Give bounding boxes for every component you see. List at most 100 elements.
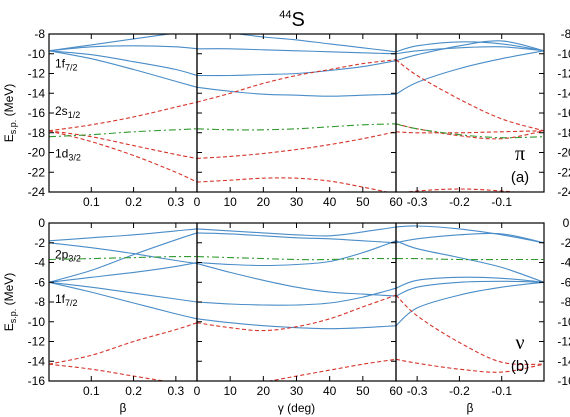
top-curve-solid-10 [196, 86, 397, 97]
bottom-ytick-label: -14 [28, 354, 46, 368]
top-xtick-label: 0.2 [125, 195, 142, 209]
bottom-curve-solid-11 [196, 287, 397, 306]
top-ytick-label: -18 [28, 126, 46, 140]
bottom-ytick-right-label: -6 [561, 275, 570, 289]
top-curve-solid-8 [196, 48, 397, 55]
bottom-ytick-right-label: -10 [557, 315, 570, 329]
bottom-ytick-right-label: -4 [561, 256, 570, 270]
bottom-curves [49, 225, 544, 381]
bottom-curve-dashdot-17 [196, 256, 397, 261]
bottom-ytick-label: 0 [38, 216, 45, 230]
bottom-curve-solid-22 [395, 280, 544, 297]
bottom-curve-dashed-7 [49, 363, 167, 381]
bottom-curve-dashed-16 [266, 358, 397, 381]
bottom-curve-dashed-25 [395, 358, 544, 373]
bottom-ytick-right-label: -2 [561, 236, 570, 250]
bottom-curve-dashed-6 [49, 322, 198, 365]
bottom-xtick-label: -0.2 [449, 384, 470, 398]
top-curve-dashed-13 [196, 131, 397, 159]
top-xtick-label: 20 [257, 195, 271, 209]
bottom-ytick-label: -2 [34, 236, 45, 250]
bottom-ytick-label: -4 [34, 256, 45, 270]
top-ytick-right-label: -10 [557, 47, 570, 61]
bottom-xtick-label: 0 [194, 384, 201, 398]
bottom-curve-solid-18 [395, 232, 544, 244]
panel-top: -24 -22 -20 -18 -16 -14 -12 -10 -8 -24 -22 -20 -18 -1… [2, 27, 570, 209]
top-curve-solid-19 [395, 41, 544, 53]
bottom-curve-solid-9 [196, 232, 397, 244]
top-ytick-label: -12 [28, 67, 46, 81]
bottom-xlabel-0: β [120, 401, 127, 415]
bottom-curve-solid-19 [395, 240, 544, 283]
top-ytick-right-label: -8 [561, 27, 570, 41]
bottom-xtick-label: 0.1 [83, 384, 100, 398]
top-curve-dashed-22 [395, 123, 544, 140]
bottom-ytick-right-label: -12 [557, 335, 570, 349]
top-frame-1 [196, 33, 397, 193]
bottom-curve-dashdot-26 [395, 257, 544, 261]
bottom-ytick-right-label: -14 [557, 354, 570, 368]
bottom-ytick-right-label: -16 [557, 374, 570, 388]
bottom-ytick-label: -8 [34, 295, 45, 309]
bottom-xtick-label: 30 [290, 384, 304, 398]
bottom-curve-solid-3 [49, 281, 198, 320]
top-ytick-label: -22 [28, 165, 46, 179]
top-xtick-label: 40 [323, 195, 337, 209]
bottom-particle-label: ν [515, 332, 524, 354]
top-particle-label: π [515, 143, 525, 165]
bottom-xtick-label: 10 [223, 384, 237, 398]
top-curve-solid-11 [234, 34, 397, 53]
top-curve-dashdot-7 [49, 128, 198, 138]
top-curve-dashdot-24 [395, 123, 544, 139]
top-ytick-right-label: -12 [557, 67, 570, 81]
bottom-ytick-label: -16 [28, 374, 46, 388]
top-xtick-label: 30 [290, 195, 304, 209]
top-ytick-label: -14 [28, 86, 46, 100]
bottom-ytick-right-label: 0 [563, 216, 570, 230]
top-curve-solid-9 [196, 60, 397, 77]
top-curve-dashed-4 [49, 101, 198, 132]
bottom-curve-solid-4 [49, 242, 198, 265]
bottom-frame-1 [196, 222, 397, 382]
bottom-panel-label: (b) [511, 358, 529, 375]
top-curves [49, 34, 544, 192]
top-curve-solid-1 [49, 50, 198, 77]
bottom-curve-solid-21 [395, 281, 544, 327]
top-ytick-right-label: -14 [557, 86, 570, 100]
top-xtick-label: 60 [389, 195, 403, 209]
figure-title: 44S [279, 9, 305, 31]
top-level-label-1: 2s1/2 [55, 104, 80, 120]
top-curve-solid-18 [395, 50, 544, 95]
bottom-ytick-label: -6 [34, 275, 45, 289]
top-ytick-right-label: -16 [557, 106, 570, 120]
top-xtick-label: 0.3 [168, 195, 185, 209]
top-ytick-label: -10 [28, 47, 46, 61]
bottom-curve-solid-2 [49, 281, 198, 303]
top-xtick-label: 50 [356, 195, 370, 209]
bottom-level-label-1: 1f7/2 [55, 292, 78, 308]
bottom-xlabel-2: β [467, 401, 474, 415]
top-panel-label: (a) [511, 169, 529, 186]
bottom-level-label-0: 2p3/2 [55, 248, 81, 264]
top-ytick-label: -20 [28, 146, 46, 160]
bottom-curve-dashed-15 [196, 294, 397, 332]
top-curve-solid-0 [49, 45, 198, 52]
bottom-curve-solid-20 [395, 276, 544, 289]
top-curve-dashed-21 [395, 130, 544, 134]
bottom-ytick-label: -12 [28, 335, 46, 349]
bottom-ytick-right-label: -8 [561, 295, 570, 309]
bottom-curve-solid-23 [395, 225, 544, 244]
bottom-xtick-label: 60 [389, 384, 403, 398]
bottom-curve-solid-10 [196, 240, 397, 267]
bottom-xtick-label: 40 [323, 384, 337, 398]
top-xtick-label: 0 [194, 195, 201, 209]
top-ytick-label: -16 [28, 106, 46, 120]
top-curve-dashdot-15 [196, 123, 397, 131]
bottom-xtick-label: 0.2 [125, 384, 142, 398]
top-ytick-label: -8 [34, 27, 45, 41]
top-xtick-label: 10 [223, 195, 237, 209]
bottom-curve-solid-13 [196, 262, 397, 297]
top-curve-dashed-20 [395, 59, 544, 132]
